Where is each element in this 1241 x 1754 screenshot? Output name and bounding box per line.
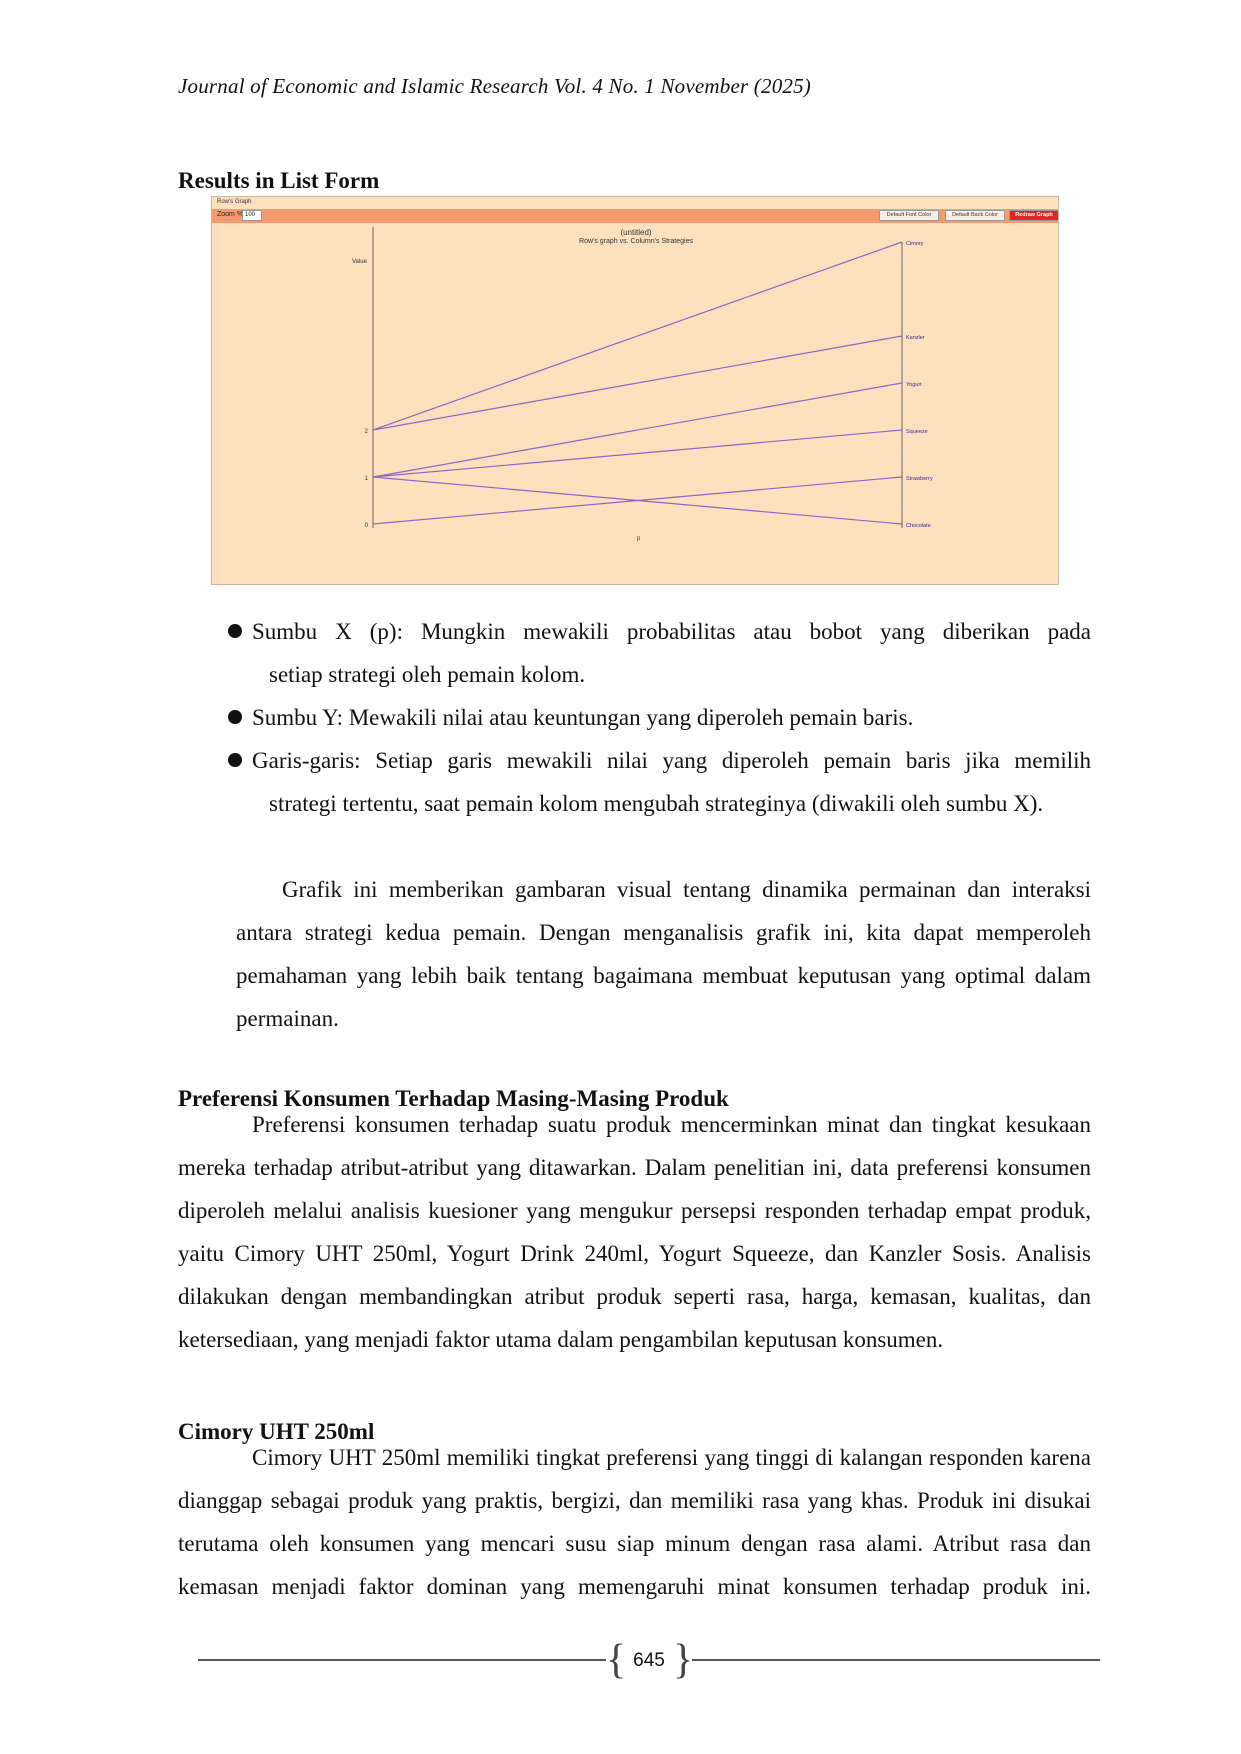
x-axis-label: p [637, 536, 641, 542]
bullet-dot [228, 710, 242, 724]
bullet-1-line1: Sumbu X (p): Mungkin mewakili probabilit… [252, 619, 1091, 644]
bullet-dot [228, 753, 242, 767]
redraw-graph-button[interactable]: Redraw Graph [1009, 210, 1058, 221]
bullet-3-rest: strategi tertentu, saat pemain kolom men… [269, 791, 1044, 816]
series-label: Squeeze [906, 429, 928, 435]
series-label: Cimory [906, 241, 924, 247]
bullet-dot [228, 624, 242, 638]
row-graph-figure: Row's Graph Zoom % 100 Default Font Colo… [211, 196, 1059, 585]
y-tick-label: 1 [365, 476, 369, 482]
footer-rule-left [198, 1659, 606, 1661]
default-font-color-button[interactable]: Default Font Color [879, 210, 939, 221]
default-back-color-button[interactable]: Default Back Color [945, 210, 1005, 221]
y-tick-label: 0 [365, 523, 369, 529]
series-label: Chocolate [906, 523, 931, 529]
series-label: Kanzler [906, 335, 925, 341]
chart-subtitle: Row's graph vs. Column's Strategies [579, 238, 693, 245]
summary-paragraph: Grafik ini memberikan gambaran visual te… [236, 877, 1091, 1031]
cimory-paragraph: Cimory UHT 250ml memiliki tingkat prefer… [178, 1445, 1091, 1599]
section-title-results: Results in List Form [178, 168, 380, 193]
series-line [372, 335, 903, 431]
figure-window-title: Row's Graph [217, 199, 252, 205]
bullet-3-line1: Garis-garis: Setiap garis mewakili nilai… [252, 748, 1091, 773]
series-label: Yogurt [906, 382, 922, 388]
preferensi-paragraph: Preferensi konsumen terhadap suatu produ… [178, 1112, 1091, 1352]
series-line [372, 476, 903, 525]
series-line [372, 241, 903, 431]
strategy-line-chart: (untitled) Row's graph vs. Column's Stra… [352, 227, 933, 542]
zoom-label: Zoom % [217, 211, 244, 218]
chart-title: (untitled) [620, 228, 651, 237]
section-title-preferensi: Preferensi Konsumen Terhadap Masing-Masi… [178, 1086, 729, 1111]
bullet-2-line1: Sumbu Y: Mewakili nilai atau keuntungan … [252, 705, 914, 730]
y-axis-label: Value [352, 259, 368, 265]
series-line [372, 429, 903, 478]
series-label: Strawberry [906, 476, 933, 482]
bullet-1-rest: setiap strategi oleh pemain kolom. [269, 662, 586, 687]
page-bracket-right: } [673, 1637, 694, 1683]
series-line [372, 382, 903, 478]
page-bracket-left: { [606, 1637, 627, 1683]
y-tick-label: 2 [365, 429, 369, 435]
section-title-cimory: Cimory UHT 250ml [178, 1419, 375, 1444]
journal-header: Journal of Economic and Islamic Research… [178, 74, 811, 98]
zoom-select[interactable]: 100 [242, 210, 262, 221]
figure-toolbar: Zoom % 100 Default Font Color Default Ba… [212, 209, 1058, 223]
page-number: 645 [633, 1650, 665, 1671]
footer-rule-right [692, 1659, 1100, 1661]
